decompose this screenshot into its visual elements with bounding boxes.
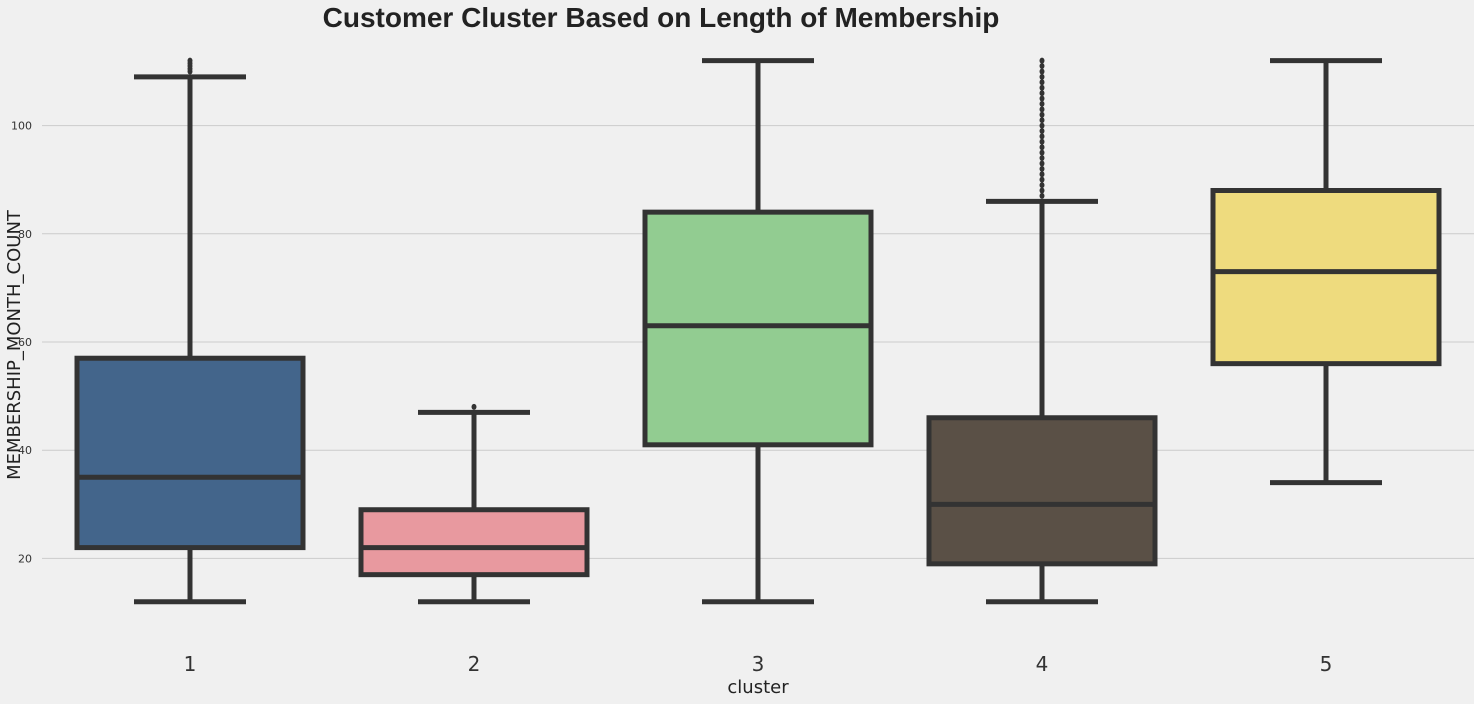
outlier-point [1039,187,1045,194]
outlier-point [1039,122,1045,129]
x-tick-label: 2 [468,652,481,676]
iqr-box [1210,188,1442,367]
outlier-point [1039,138,1045,145]
outlier-point [471,403,477,410]
x-tick-label: 1 [184,652,197,676]
chart-title: Customer Cluster Based on Length of Memb… [323,2,1000,33]
outlier-point [1039,73,1045,80]
box-cluster-4 [926,57,1158,605]
x-axis-label: cluster [727,677,789,698]
outlier-point [1039,68,1045,75]
outlier-point [1039,182,1045,189]
outlier-point [1039,95,1045,102]
x-tick-label: 5 [1320,652,1333,676]
outlier-point [1039,133,1045,140]
outlier-point [1039,79,1045,86]
outlier-point [1039,149,1045,156]
x-tick-label: 4 [1036,652,1049,676]
outlier-point [1039,63,1045,70]
y-axis-label: MEMBERSHIP_MONTH_COUNT [4,209,25,480]
boxes [74,57,1442,605]
y-tick-label: 100 [11,120,32,133]
y-tick-label: 20 [18,552,32,565]
y-axis-ticks: 20 40 60 80 100 [11,120,32,566]
outlier-point [1039,106,1045,113]
iqr-box [74,355,306,551]
y-tick-label: 80 [18,228,32,241]
outlier-point [1039,117,1045,124]
outlier-point [1039,111,1045,118]
box-cluster-5 [1210,58,1442,486]
outlier-point [1039,171,1045,178]
outlier-point [1039,57,1045,64]
outlier-point [1039,84,1045,91]
iqr-box [926,415,1158,567]
box-cluster-3 [642,58,874,605]
outlier-point [1039,100,1045,107]
y-tick-label: 40 [18,444,32,457]
outlier-point [1039,176,1045,183]
outlier-point [1039,165,1045,172]
outlier-point [1039,90,1045,97]
box-cluster-1 [74,57,306,605]
outlier-point [1039,155,1045,162]
x-tick-label: 3 [752,652,765,676]
outlier-point [1039,144,1045,151]
outlier-point [1039,160,1045,167]
box-cluster-2 [358,403,590,605]
y-tick-label: 60 [18,336,32,349]
outlier-point [1039,127,1045,134]
x-axis-ticks: 1 2 3 4 5 [184,652,1333,676]
outlier-point [187,57,193,64]
iqr-box [358,507,590,578]
iqr-box [642,209,874,448]
outlier-point [1039,192,1045,199]
